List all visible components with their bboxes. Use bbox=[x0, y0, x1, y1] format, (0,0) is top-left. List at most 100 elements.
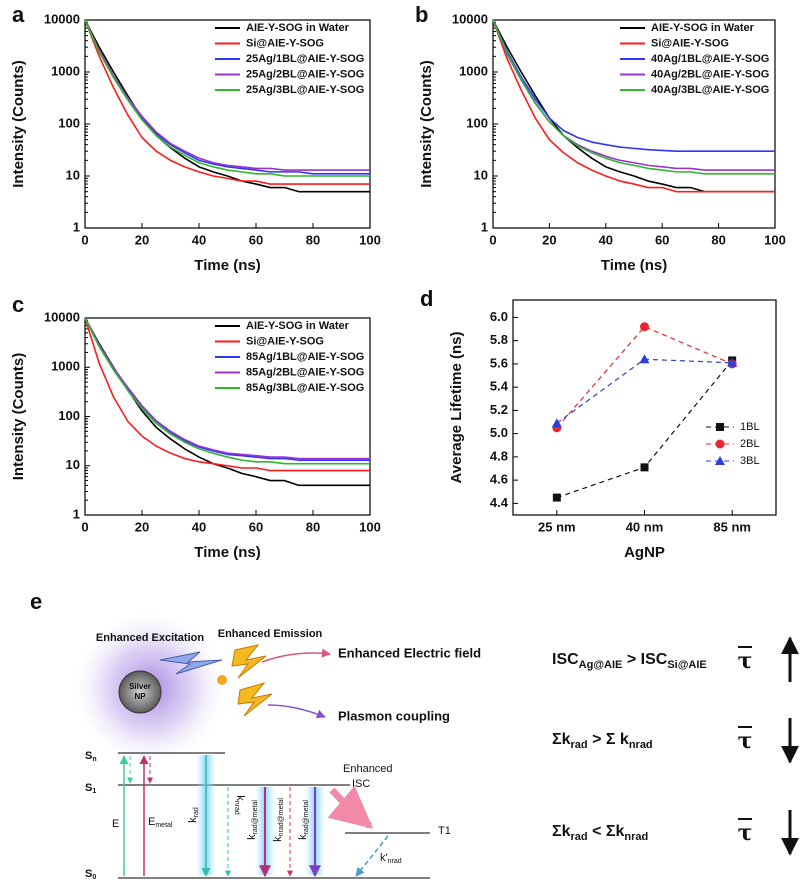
x-axis-label: AgNP bbox=[624, 544, 665, 561]
transition-label: E bbox=[112, 818, 119, 830]
x-axis-label: Time (ns) bbox=[194, 257, 260, 274]
equation: ISCAg@AIE > ISCSi@AIE bbox=[552, 651, 707, 671]
np-label: Silver bbox=[129, 682, 151, 691]
isc-arrow bbox=[327, 785, 374, 829]
plot-frame bbox=[84, 19, 371, 229]
spark bbox=[217, 675, 227, 685]
marker bbox=[715, 439, 725, 449]
y-tick-label: 100 bbox=[466, 115, 488, 130]
y-tick-label: 10 bbox=[66, 457, 80, 472]
legend-label: 40Ag/1BL@AIE-Y-SOG bbox=[651, 53, 769, 65]
legend-label: 40Ag/3BL@AIE-Y-SOG bbox=[651, 84, 769, 96]
y-tick-label: 1 bbox=[73, 219, 80, 234]
marker bbox=[716, 423, 724, 431]
arrow bbox=[261, 648, 331, 663]
plot-frame bbox=[512, 299, 777, 516]
transition-label: knrad bbox=[233, 795, 246, 815]
x-tick-label: 60 bbox=[249, 519, 263, 534]
y-axis-label: Intensity (Counts) bbox=[10, 60, 27, 188]
y-tick-label: 1000 bbox=[51, 63, 80, 78]
legend-label: 85Ag/2BL@AIE-Y-SOG bbox=[246, 366, 364, 378]
y-tick-label: 10000 bbox=[452, 11, 488, 26]
y-axis-label: Average Lifetime (ns) bbox=[448, 332, 465, 484]
np-label: NP bbox=[134, 692, 146, 701]
emission-label: Enhanced Emission bbox=[218, 628, 323, 640]
x-tick-label: 20 bbox=[542, 232, 556, 247]
field-label: Enhanced Electric field bbox=[338, 645, 481, 660]
y-tick-label: 6.0 bbox=[490, 309, 508, 324]
x-tick-label: 85 nm bbox=[713, 519, 751, 534]
panel-label: b bbox=[415, 2, 428, 27]
y-tick-label: 5.8 bbox=[490, 332, 508, 347]
series-line bbox=[492, 19, 775, 175]
y-axis-label: Intensity (Counts) bbox=[418, 60, 435, 188]
legend-label: 25Ag/2BL@AIE-Y-SOG bbox=[246, 68, 364, 80]
legend-label: 85Ag/3BL@AIE-Y-SOG bbox=[246, 382, 364, 394]
equation-part: Σk bbox=[552, 823, 571, 840]
x-tick-label: 0 bbox=[81, 519, 88, 534]
series-line bbox=[84, 19, 370, 177]
marker bbox=[552, 493, 561, 502]
tau-symbol: τ bbox=[738, 648, 753, 674]
level-label: Sn bbox=[85, 750, 97, 763]
y-tick-label: 5.4 bbox=[490, 379, 509, 394]
chart: d AgNP Average Lifetime (ns) 4.4 4.6 4.8 5.0 5.… bbox=[420, 286, 777, 561]
series-line bbox=[556, 360, 733, 499]
x-tick-label: 100 bbox=[359, 232, 381, 247]
equation: Σkrad < Σknrad bbox=[552, 823, 648, 843]
y-tick-label: 1 bbox=[73, 506, 80, 521]
y-tick-label: 1000 bbox=[51, 359, 80, 374]
x-tick-label: 80 bbox=[711, 232, 725, 247]
excitation-label: Enhanced Excitation bbox=[96, 632, 204, 644]
x-tick-label: 0 bbox=[81, 232, 88, 247]
coupling-label: Plasmon coupling bbox=[338, 708, 450, 723]
equation-part: Σk bbox=[552, 731, 571, 748]
plot-frame bbox=[492, 19, 776, 229]
legend-label: 85Ag/1BL@AIE-Y-SOG bbox=[246, 351, 364, 363]
x-tick-label: 100 bbox=[359, 519, 381, 534]
y-tick-label: 5.0 bbox=[490, 425, 508, 440]
x-tick-label: 60 bbox=[249, 232, 263, 247]
series-line bbox=[556, 326, 733, 429]
equation-part: > ISC bbox=[622, 651, 667, 668]
equation-part: rad bbox=[571, 739, 588, 751]
y-tick-label: 5.6 bbox=[490, 355, 508, 370]
legend-label: 25Ag/3BL@AIE-Y-SOG bbox=[246, 84, 364, 96]
x-tick-label: 20 bbox=[135, 232, 149, 247]
legend-label: 2BL bbox=[740, 438, 760, 450]
series-line bbox=[556, 358, 733, 424]
y-tick-label: 10000 bbox=[44, 309, 80, 324]
level-label: S0 bbox=[85, 868, 96, 881]
y-tick-label: 10000 bbox=[44, 11, 80, 26]
y-tick-label: 1 bbox=[481, 219, 488, 234]
transition-label: krad bbox=[187, 807, 200, 823]
x-tick-label: 80 bbox=[306, 519, 320, 534]
legend-label: Si@AIE-Y-SOG bbox=[246, 335, 324, 347]
x-axis-label: Time (ns) bbox=[194, 544, 260, 561]
marker bbox=[640, 322, 649, 332]
transition-label: k'nrad bbox=[380, 852, 402, 865]
legend-label: Si@AIE-Y-SOG bbox=[246, 37, 324, 49]
x-tick-label: 40 bbox=[192, 519, 206, 534]
y-tick-label: 4.6 bbox=[490, 472, 508, 487]
legend-label: 40Ag/2BL@AIE-Y-SOG bbox=[651, 68, 769, 80]
panel-label: d bbox=[420, 286, 433, 311]
y-tick-label: 100 bbox=[58, 408, 80, 423]
panel-label: e bbox=[30, 589, 42, 614]
legend-label: 25Ag/1BL@AIE-Y-SOG bbox=[246, 53, 364, 65]
equation-part: nrad bbox=[629, 739, 653, 751]
equation-part: Si@AIE bbox=[667, 659, 706, 671]
legend-label: AIE-Y-SOG in Water bbox=[651, 22, 755, 34]
series-line bbox=[84, 19, 370, 185]
x-tick-label: 40 bbox=[599, 232, 613, 247]
y-tick-label: 10 bbox=[474, 167, 488, 182]
series-line bbox=[84, 317, 370, 465]
x-axis-label: Time (ns) bbox=[601, 257, 667, 274]
arrow bbox=[267, 704, 326, 719]
transition-label: krad@metal bbox=[246, 800, 259, 840]
marker bbox=[639, 354, 650, 364]
level-label: T1 bbox=[438, 825, 451, 837]
